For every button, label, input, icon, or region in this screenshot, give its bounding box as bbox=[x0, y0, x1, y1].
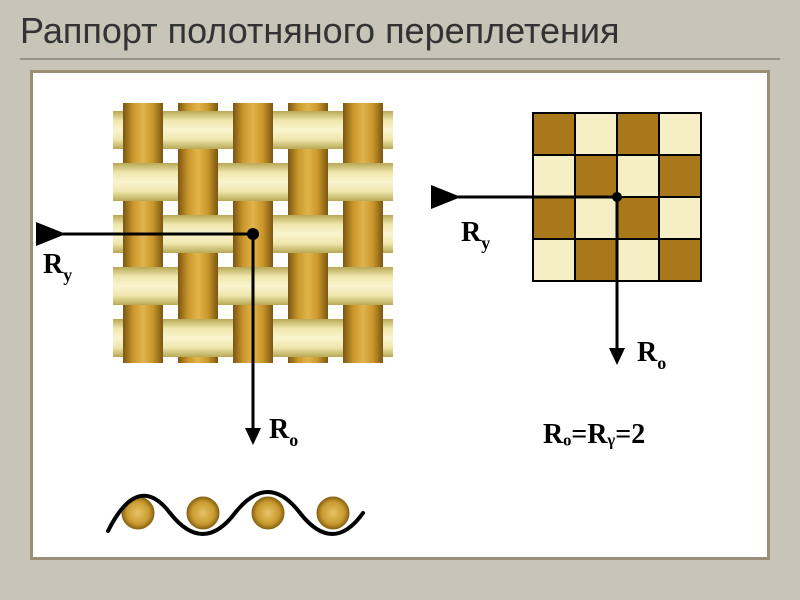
figure-frame: Ry Ro bbox=[30, 70, 770, 560]
cross-section bbox=[108, 492, 363, 534]
formula-text: Rₒ=Rᵧ=2 bbox=[543, 419, 645, 450]
slide-title: Раппорт полотняного переплетения bbox=[20, 10, 780, 52]
figure-svg: Ry Ro bbox=[33, 73, 767, 557]
left-ry-label: Ry bbox=[43, 249, 72, 285]
left-ro-label: Ro bbox=[269, 414, 298, 450]
right-ro-label: Ro bbox=[637, 337, 666, 373]
right-ry-label: Ry bbox=[461, 217, 490, 253]
title-divider bbox=[20, 58, 780, 60]
